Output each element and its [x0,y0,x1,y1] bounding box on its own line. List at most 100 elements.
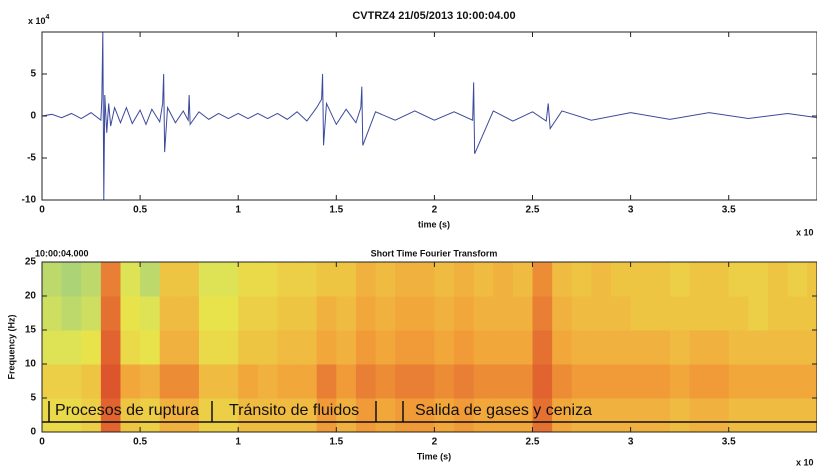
x-tick-label: 2.5 [526,437,540,448]
spectrogram-cell [100,296,121,331]
annotation: Tránsito de fluidos [229,402,359,419]
spectrogram-cell [120,330,141,365]
spectrogram-cell [61,364,82,399]
spectrogram-cell [218,296,239,331]
spectrogram-cell [198,398,220,432]
axes-frame [41,261,817,433]
spectrogram-cell [238,364,259,399]
spectrogram-cell [336,262,357,297]
spectrogram-cell [277,262,298,297]
spectrogram-cell [395,364,416,399]
spectrogram-cell [42,296,63,331]
spectrogram-cell [767,364,789,399]
spectrogram-cell [238,296,259,331]
spectrogram-cell [454,398,475,432]
spectrogram-cell [552,364,573,399]
spectrogram-cell [355,364,377,399]
spectrogram-cell [277,330,298,365]
spectrogram-cell [630,364,651,399]
spectrogram-cell [198,296,220,331]
spectrogram-cell [179,296,200,331]
x-tick-label: 2.5 [526,205,540,216]
spectrogram-cell [297,398,318,432]
spectrogram-cell [787,262,808,297]
spectrogram-cell [100,364,121,399]
spectrogram-cell [669,330,690,365]
spectrogram-cell [297,296,318,331]
spectrogram-cell [81,398,102,432]
x-tick-label: 2 [432,437,438,448]
spectrogram-cell [159,296,180,331]
annotation: Procesos de ruptura [55,402,199,419]
spectrogram-cell [512,398,534,432]
spectrogram-cell [512,364,534,399]
spectrogram-cell [552,296,573,331]
spectrogram-cell [493,398,514,432]
spectrogram-cell [179,398,200,432]
spectrogram-cell [532,330,553,365]
spectrogram-cell [493,296,514,331]
spectrogram-cell [787,398,808,432]
spectrogram-cell [316,262,337,297]
spectrogram-cell [81,330,102,365]
spectrogram-cell [454,330,475,365]
x-tick-label: 1.5 [329,205,343,216]
spectrogram-cell [728,364,749,399]
spectrogram-cell [767,330,789,365]
spectrogram-cell [630,330,651,365]
spectrogram-cell [473,262,494,297]
chart-title: Short Time Fourier Transform [371,248,498,258]
spectrogram-cell [140,398,161,432]
x-axis-label: Time (s) [417,451,451,461]
spectrogram-cell [591,296,612,331]
spectrogram-cell [61,262,82,297]
spectrogram-cell [140,364,161,399]
spectrogram-cell [375,262,396,297]
spectrogram-cell [316,364,337,399]
spectrogram-cell [689,330,710,365]
spectrogram-cell [100,330,121,365]
y-tick-label: -5 [27,153,36,164]
spectrogram-cell [434,398,455,432]
spectrogram-cell [277,398,298,432]
spectrogram-cell [198,364,220,399]
spectrogram-cell [591,330,612,365]
spectrogram-cell [552,398,573,432]
spectrogram-cell [414,296,435,331]
spectrogram-cell [61,398,82,432]
spectrogram-cell [257,262,278,297]
waveform-line [42,32,817,200]
y-tick-label: 20 [25,291,37,302]
spectrogram-cell [571,364,592,399]
spectrogram-cell [650,296,671,331]
x-tick-label: 3.5 [722,205,736,216]
spectrogram-cell [767,296,789,331]
spectrogram-cell [277,296,298,331]
spectrogram-cell [336,330,357,365]
spectrogram-cell [316,330,337,365]
spectrogram-cell [650,398,671,432]
x-multiplier: x 10 [796,227,814,237]
spectrogram-cell [355,330,377,365]
spectrogram-cell [709,296,730,331]
spectrogram-cell [552,262,573,297]
x-tick-label: 3.5 [722,437,736,448]
spectrogram-cell [140,262,161,297]
spectrogram-cell [454,364,475,399]
spectrogram-cell [198,330,220,365]
spectrogram-cell [395,296,416,331]
spectrogram-cell [81,364,102,399]
spectrogram-cell [669,398,690,432]
spectrogram-cell [434,330,455,365]
spectrogram-cell [473,398,494,432]
spectrogram-cell [728,330,749,365]
spectrogram-cell [434,364,455,399]
spectrogram-cell [140,296,161,331]
spectrogram-cell [767,398,789,432]
spectrogram-cell [512,262,534,297]
chart-title: CVTRZ4 21/05/2013 10:00:04.00 [352,10,515,22]
spectrogram-cell [630,296,651,331]
spectrogram-cell [728,262,749,297]
